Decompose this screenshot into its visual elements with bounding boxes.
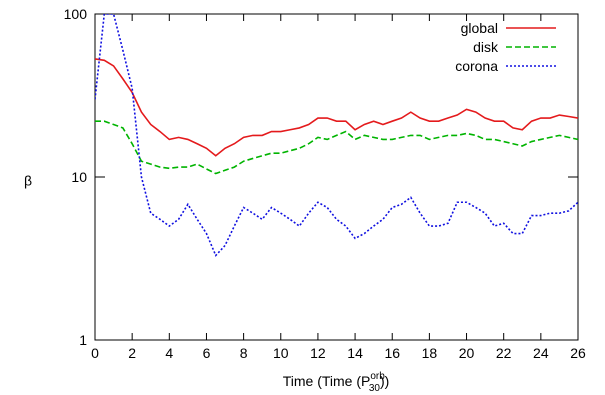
x-tick-label: 8 — [240, 345, 248, 361]
x-tick-label: 16 — [384, 345, 400, 361]
x-axis-label-text: Time (Time (P — [283, 373, 371, 389]
x-axis-label-sub: 30 — [369, 383, 381, 394]
plot-area — [95, 14, 578, 257]
y-tick-label: 10 — [71, 169, 87, 185]
y-tick-label: 100 — [64, 6, 88, 22]
series-line — [95, 14, 578, 257]
x-tick-label: 12 — [310, 345, 326, 361]
x-axis-label-sup: orb — [370, 371, 385, 382]
x-tick-label: 18 — [422, 345, 438, 361]
x-tick-label: 0 — [91, 345, 99, 361]
x-tick-label: 2 — [128, 345, 136, 361]
x-tick-label: 14 — [347, 345, 363, 361]
legend-label: corona — [455, 58, 498, 74]
plot-frame — [94, 13, 579, 341]
x-axis-label: Time (Time (Porb 30)) — [283, 371, 390, 394]
legend-label: global — [461, 20, 498, 36]
y-tick-label: 1 — [79, 332, 87, 348]
series-line — [95, 120, 578, 175]
x-tick-label: 4 — [165, 345, 173, 361]
x-tick-label: 6 — [203, 345, 211, 361]
series-line — [95, 58, 578, 157]
x-axis-label-end: )) — [380, 373, 389, 389]
x-tick-label: 10 — [273, 345, 289, 361]
x-tick-label: 26 — [570, 345, 586, 361]
x-tick-label: 22 — [496, 345, 512, 361]
x-tick-label: 24 — [533, 345, 549, 361]
x-tick-label: 20 — [459, 345, 475, 361]
legend-label: disk — [473, 39, 499, 55]
y-axis-label: β — [24, 173, 32, 189]
